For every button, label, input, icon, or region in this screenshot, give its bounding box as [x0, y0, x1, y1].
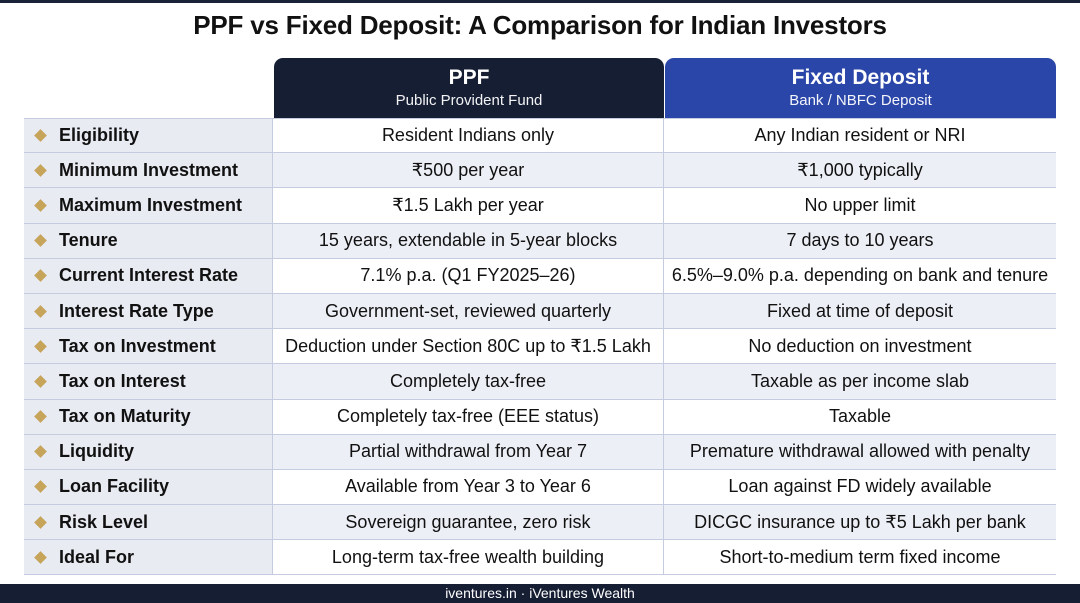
- diamond-icon: [34, 550, 47, 564]
- row-label-cell: Eligibility: [24, 119, 273, 153]
- ppf-value: Available from Year 3 to Year 6: [273, 469, 664, 505]
- row-label: Ideal For: [59, 546, 135, 567]
- ppf-value: 7.1% p.a. (Q1 FY2025–26): [273, 258, 664, 293]
- row-label-cell: Minimum Investment: [24, 153, 273, 188]
- diamond-icon: [34, 234, 47, 248]
- row-label: Tax on Interest: [59, 370, 186, 391]
- table-row: Tax on Maturity Completely tax-free (EEE…: [24, 399, 1056, 435]
- footer-bar: iventures.in · iVentures Wealth: [0, 584, 1080, 603]
- diamond-icon: [34, 304, 47, 318]
- table-row: Risk Level Sovereign guarantee, zero ris…: [24, 505, 1056, 541]
- comparison-table: Eligibility Resident Indians only Any In…: [24, 118, 1056, 576]
- ppf-value: Sovereign guarantee, zero risk: [273, 505, 664, 540]
- row-label: Tax on Investment: [59, 335, 216, 356]
- top-accent-line: [0, 0, 1080, 3]
- row-label: Minimum Investment: [59, 159, 239, 180]
- fd-column-header: Fixed Deposit Bank / NBFC Deposit: [665, 58, 1056, 118]
- table-row: Eligibility Resident Indians only Any In…: [24, 118, 1056, 154]
- fd-value: 7 days to 10 years: [664, 223, 1056, 258]
- fd-value: No deduction on investment: [664, 329, 1056, 364]
- ppf-value: ₹1.5 Lakh per year: [273, 188, 664, 223]
- fd-header-subtitle: Bank / NBFC Deposit: [789, 92, 932, 109]
- fd-value: Taxable: [664, 399, 1056, 434]
- ppf-value: Completely tax-free: [273, 364, 664, 399]
- ppf-value: Completely tax-free (EEE status): [273, 399, 664, 434]
- page-title: PPF vs Fixed Deposit: A Comparison for I…: [193, 10, 887, 40]
- fd-value: 6.5%–9.0% p.a. depending on bank and ten…: [664, 258, 1056, 293]
- row-label: Loan Facility: [59, 476, 170, 497]
- fd-value: Any Indian resident or NRI: [664, 119, 1056, 153]
- row-label-cell: Maximum Investment: [24, 188, 273, 223]
- diamond-icon: [34, 269, 47, 283]
- ppf-header-subtitle: Public Provident Fund: [395, 92, 543, 109]
- row-label-cell: Ideal For: [24, 540, 273, 575]
- ppf-value: ₹500 per year: [273, 153, 664, 188]
- row-label-cell: Interest Rate Type: [24, 293, 273, 329]
- diamond-icon: [34, 199, 47, 212]
- row-label: Tenure: [59, 230, 118, 251]
- row-label: Interest Rate Type: [59, 300, 214, 321]
- table-row: Loan Facility Available from Year 3 to Y…: [24, 469, 1056, 506]
- fd-value: Short-to-medium term fixed income: [664, 540, 1056, 575]
- table-row: Current Interest Rate 7.1% p.a. (Q1 FY20…: [24, 258, 1056, 294]
- ppf-value: Government-set, reviewed quarterly: [273, 293, 664, 329]
- row-label: Maximum Investment: [59, 194, 243, 215]
- ppf-column-header: PPF Public Provident Fund: [274, 58, 664, 118]
- row-label: Eligibility: [59, 125, 140, 146]
- table-row: Maximum Investment ₹1.5 Lakh per year No…: [24, 188, 1056, 224]
- fd-value: No upper limit: [664, 188, 1056, 223]
- fd-value: Premature withdrawal allowed with penalt…: [664, 434, 1056, 469]
- diamond-icon: [34, 163, 47, 177]
- row-label-cell: Tax on Maturity: [24, 399, 273, 434]
- ppf-value: Resident Indians only: [273, 119, 664, 153]
- ppf-value: Partial withdrawal from Year 7: [273, 434, 664, 469]
- table-row: Minimum Investment ₹500 per year ₹1,000 …: [24, 153, 1056, 189]
- diamond-icon: [34, 445, 47, 459]
- table-row: Tax on Investment Deduction under Sectio…: [24, 329, 1056, 365]
- table-row: Liquidity Partial withdrawal from Year 7…: [24, 434, 1056, 470]
- row-label-cell: Tax on Interest: [24, 364, 273, 399]
- diamond-icon: [34, 480, 47, 494]
- fd-value: Taxable as per income slab: [664, 364, 1056, 399]
- table-row: Tenure 15 years, extendable in 5-year bl…: [24, 223, 1056, 259]
- ppf-value: Long-term tax-free wealth building: [273, 540, 664, 575]
- diamond-icon: [34, 129, 47, 142]
- ppf-value: Deduction under Section 80C up to ₹1.5 L…: [273, 329, 664, 364]
- row-label-cell: Risk Level: [24, 505, 273, 540]
- row-label-cell: Tax on Investment: [24, 329, 273, 364]
- diamond-icon: [34, 375, 47, 388]
- fd-header-title: Fixed Deposit: [791, 66, 930, 89]
- row-label: Current Interest Rate: [59, 265, 239, 286]
- table-row: Ideal For Long-term tax-free wealth buil…: [24, 540, 1056, 576]
- row-label-cell: Tenure: [24, 223, 273, 258]
- row-label-cell: Current Interest Rate: [24, 258, 273, 293]
- diamond-icon: [34, 410, 47, 423]
- table-row: Tax on Interest Completely tax-free Taxa…: [24, 364, 1056, 400]
- ppf-value: 15 years, extendable in 5-year blocks: [273, 223, 664, 258]
- row-label-cell: Liquidity: [24, 434, 273, 469]
- table-row: Interest Rate Type Government-set, revie…: [24, 293, 1056, 330]
- diamond-icon: [34, 339, 47, 353]
- row-label: Liquidity: [59, 441, 134, 462]
- row-label: Tax on Maturity: [59, 406, 191, 427]
- row-label: Risk Level: [59, 511, 149, 532]
- fd-value: DICGC insurance up to ₹5 Lakh per bank: [664, 505, 1056, 540]
- fd-value: ₹1,000 typically: [664, 153, 1056, 188]
- footer-text: iventures.in · iVentures Wealth: [445, 585, 635, 601]
- diamond-icon: [34, 515, 47, 529]
- fd-value: Fixed at time of deposit: [664, 293, 1056, 329]
- ppf-header-title: PPF: [448, 66, 490, 89]
- row-label-cell: Loan Facility: [24, 469, 273, 505]
- fd-value: Loan against FD widely available: [664, 469, 1056, 505]
